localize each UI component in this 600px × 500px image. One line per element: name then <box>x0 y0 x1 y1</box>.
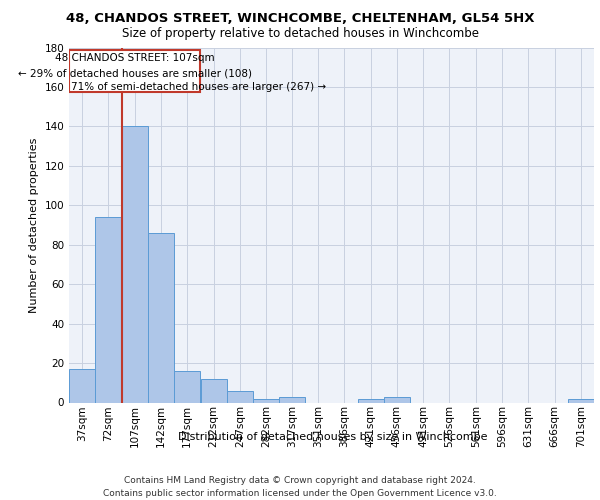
Bar <box>280 396 305 402</box>
Bar <box>227 390 253 402</box>
Bar <box>358 398 383 402</box>
Bar <box>95 217 121 402</box>
Y-axis label: Number of detached properties: Number of detached properties <box>29 138 39 312</box>
Text: Distribution of detached houses by size in Winchcombe: Distribution of detached houses by size … <box>178 432 488 442</box>
FancyBboxPatch shape <box>69 50 200 92</box>
Text: 71% of semi-detached houses are larger (267) →: 71% of semi-detached houses are larger (… <box>71 82 326 92</box>
Text: 48, CHANDOS STREET, WINCHCOMBE, CHELTENHAM, GL54 5HX: 48, CHANDOS STREET, WINCHCOMBE, CHELTENH… <box>66 12 534 26</box>
Bar <box>122 126 148 402</box>
Bar <box>568 398 594 402</box>
Text: ← 29% of detached houses are smaller (108): ← 29% of detached houses are smaller (10… <box>18 68 252 78</box>
Bar <box>253 398 279 402</box>
Text: Size of property relative to detached houses in Winchcombe: Size of property relative to detached ho… <box>121 28 479 40</box>
Bar <box>200 379 227 402</box>
Bar <box>69 369 95 402</box>
Text: 48 CHANDOS STREET: 107sqm: 48 CHANDOS STREET: 107sqm <box>55 53 215 63</box>
Bar <box>148 233 174 402</box>
Bar <box>174 371 200 402</box>
Bar <box>384 396 410 402</box>
Text: Contains HM Land Registry data © Crown copyright and database right 2024.
Contai: Contains HM Land Registry data © Crown c… <box>103 476 497 498</box>
